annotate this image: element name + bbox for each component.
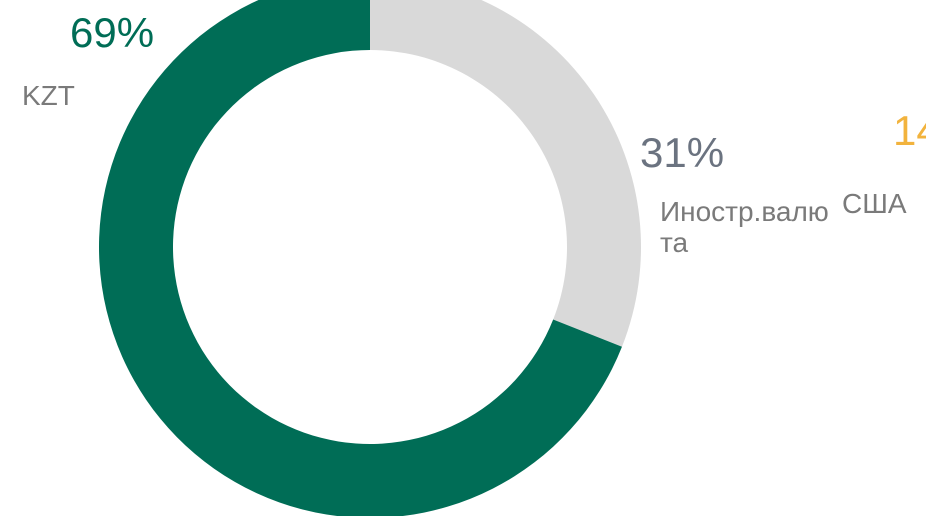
value-label: 69% <box>70 9 155 56</box>
category-label: Иностр.валюта <box>660 196 829 258</box>
category-label: KZT <box>22 80 75 111</box>
category-label: США <box>842 188 907 219</box>
value-label: 31% <box>640 129 725 176</box>
value-label: 14% <box>893 107 926 154</box>
donut-segment <box>370 0 641 347</box>
donut-segment <box>99 0 622 516</box>
